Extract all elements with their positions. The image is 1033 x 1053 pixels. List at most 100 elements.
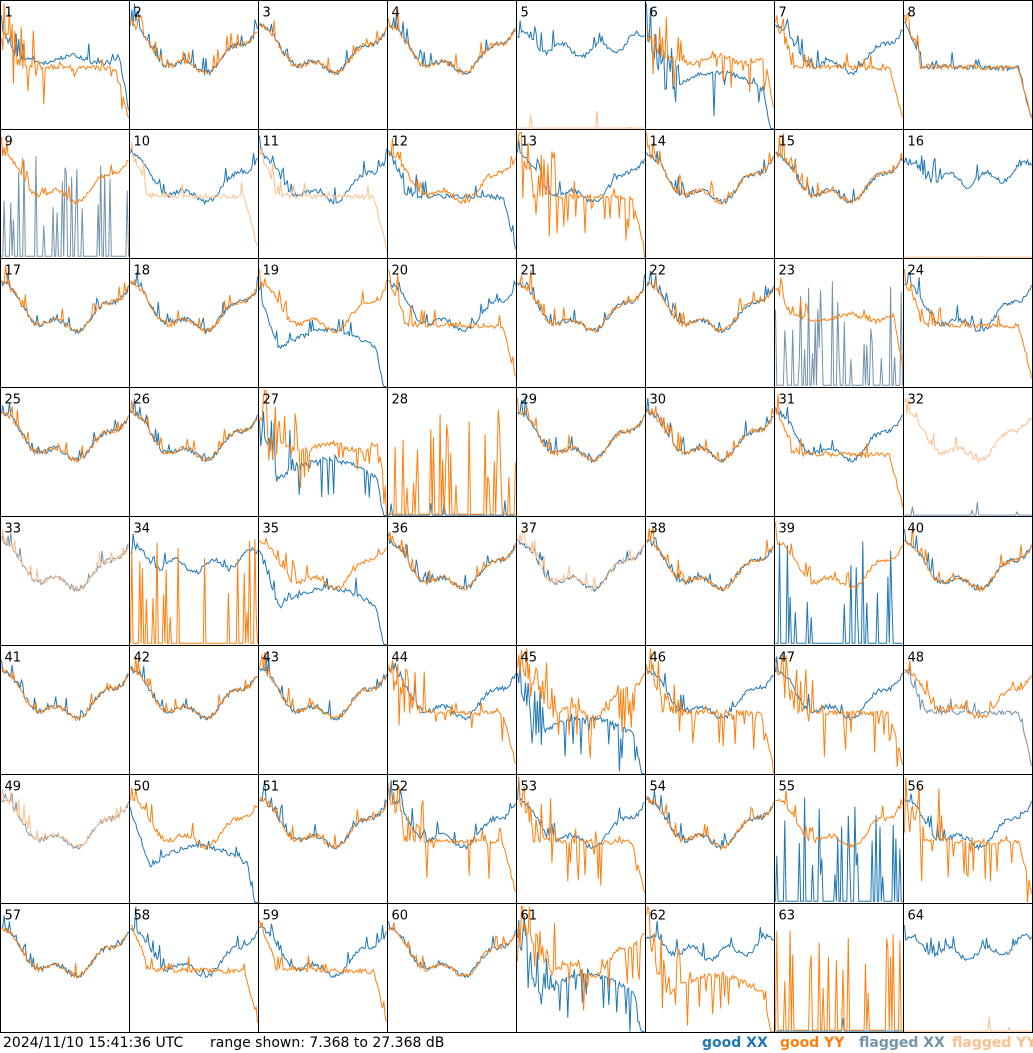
panel-33: 33: [0, 516, 130, 646]
series-xx-56: [904, 793, 1032, 851]
series-yy-12: [388, 138, 516, 205]
panel-11: 11: [258, 129, 388, 259]
panel-frame: [516, 0, 646, 130]
series-yy-60: [388, 922, 516, 978]
panel-label: 51: [263, 780, 280, 795]
series-yy-14: [646, 132, 774, 205]
panel-label: 25: [5, 393, 22, 408]
panel-43: 43: [258, 645, 388, 775]
panel-24: 24: [903, 258, 1033, 388]
panel-23: 23: [774, 258, 904, 388]
panel-label: 11: [263, 135, 280, 150]
series-yy-45: [517, 648, 645, 759]
panel-48: 48: [903, 645, 1033, 775]
series-yy-16: [904, 255, 1032, 258]
panel-label: 47: [779, 651, 796, 666]
panel-40: 40: [903, 516, 1033, 646]
series-yy-23: [775, 277, 903, 368]
panel-28: 28: [387, 387, 517, 517]
series-xx-27: [259, 411, 387, 516]
series-yy-13: [517, 132, 645, 258]
panel-label: 23: [779, 264, 796, 279]
legend-good-xx: good XX: [702, 1035, 768, 1051]
panel-label: 36: [392, 522, 409, 537]
panel-37: 37: [516, 516, 646, 646]
series-yy-57: [1, 926, 129, 979]
panel-label: 19: [263, 264, 280, 279]
panel-label: 54: [650, 780, 667, 795]
panel-62: 62: [645, 903, 775, 1033]
series-yy-56: [904, 777, 1032, 903]
panel-label: 30: [650, 393, 667, 408]
panel-label: 41: [5, 651, 22, 666]
series-yy-63: [775, 930, 903, 1031]
series-yy-44: [388, 659, 516, 765]
panel-19: 19: [258, 258, 388, 388]
panel-13: 13: [516, 129, 646, 259]
panel-15: 15: [774, 129, 904, 259]
series-xx-45: [517, 661, 645, 774]
panel-54: 54: [645, 774, 775, 904]
panel-label: 37: [521, 522, 538, 537]
panel-44: 44: [387, 645, 517, 775]
panel-label: 15: [779, 135, 796, 150]
panel-63: 63: [774, 903, 904, 1033]
series-xx-48: [904, 666, 1032, 766]
series-xx-23: [775, 281, 903, 386]
panel-34: 34: [129, 516, 259, 646]
series-yy-37: [517, 527, 645, 592]
panel-frame: [129, 387, 259, 517]
panel-label: 52: [392, 780, 409, 795]
series-yy-20: [388, 269, 516, 377]
panel-36: 36: [387, 516, 517, 646]
panel-27: 27: [258, 387, 388, 517]
panel-frame: [258, 516, 388, 646]
panel-frame: [129, 645, 259, 775]
series-xx-53: [517, 777, 645, 849]
panel-49: 49: [0, 774, 130, 904]
panel-label: 24: [908, 264, 925, 279]
panel-10: 10: [129, 129, 259, 259]
panel-20: 20: [387, 258, 517, 388]
series-yy-50: [130, 787, 258, 851]
series-yy-34: [130, 539, 258, 644]
series-yy-11: [259, 147, 387, 250]
panel-53: 53: [516, 774, 646, 904]
series-xx-41: [1, 660, 129, 722]
panel-label: 2: [134, 6, 142, 21]
series-yy-40: [904, 526, 1032, 593]
series-yy-1: [1, 3, 129, 119]
panel-label: 34: [134, 522, 151, 537]
panel-frame: [774, 129, 904, 259]
panel-9: 9: [0, 129, 130, 259]
panel-label: 14: [650, 135, 667, 150]
panel-7: 7: [774, 0, 904, 130]
panel-label: 38: [650, 522, 667, 537]
panel-30: 30: [645, 387, 775, 517]
panel-35: 35: [258, 516, 388, 646]
panel-label: 3: [263, 6, 271, 21]
panel-label: 18: [134, 264, 151, 279]
panel-frame: [258, 645, 388, 775]
panel-58: 58: [129, 903, 259, 1033]
panel-label: 27: [263, 393, 280, 408]
panel-label: 57: [5, 909, 22, 924]
panel-label: 55: [779, 780, 796, 795]
panel-label: 21: [521, 264, 538, 279]
panel-8: 8: [903, 0, 1033, 130]
series-xx-18: [130, 271, 258, 335]
series-yy-9: [1, 137, 129, 206]
panel-frame: [774, 645, 904, 775]
series-xx-49: [1, 792, 129, 850]
series-yy-49: [1, 789, 129, 849]
panel-label: 26: [134, 393, 151, 408]
panel-1: 1: [0, 0, 130, 130]
series-xx-47: [775, 656, 903, 721]
series-xx-24: [904, 271, 1032, 333]
panel-frame: [903, 903, 1033, 1033]
series-xx-55: [775, 797, 903, 902]
panel-frame: [903, 129, 1033, 259]
series-xx-64: [904, 925, 1032, 962]
series-xx-50: [130, 807, 258, 903]
series-yy-36: [388, 531, 516, 591]
